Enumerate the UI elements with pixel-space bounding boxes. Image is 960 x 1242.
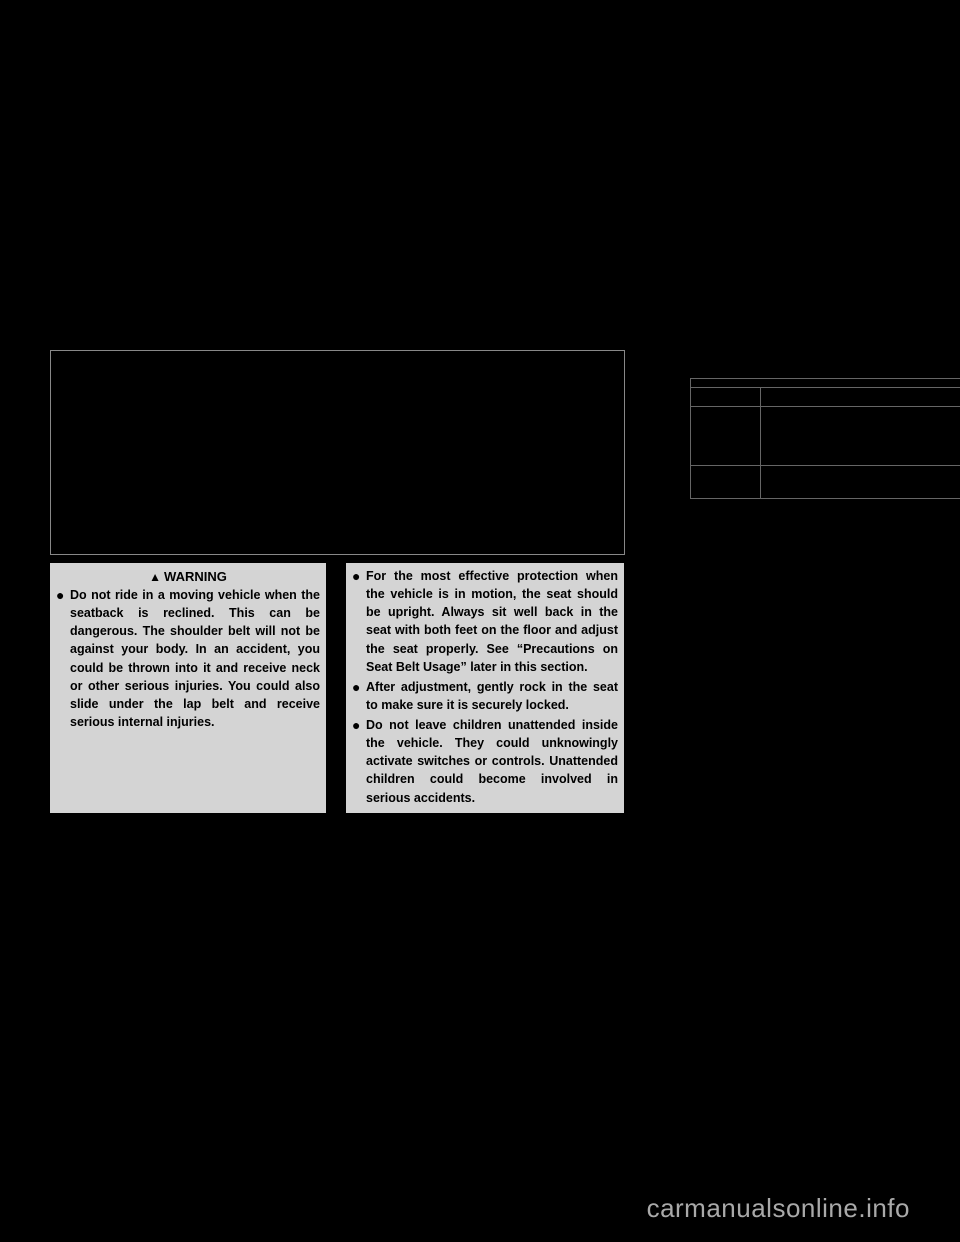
- watermark: carmanualsonline.info: [647, 1193, 910, 1224]
- warning-box-right: ● For the most effective protection when…: [346, 563, 624, 813]
- bullet-icon: ●: [56, 586, 70, 731]
- warning-text: For the most effective protection when t…: [366, 567, 618, 676]
- warning-text: Do not leave children unattended inside …: [366, 716, 618, 807]
- warning-text: After adjustment, gently rock in the sea…: [366, 678, 618, 714]
- warning-icon: ▲: [149, 570, 161, 584]
- warning-header: ▲ WARNING: [56, 567, 320, 586]
- warning-columns: ▲ WARNING ● Do not ride in a moving vehi…: [50, 563, 625, 813]
- bullet-icon: ●: [352, 678, 366, 714]
- figure-placeholder: [50, 350, 625, 555]
- table-cell: [761, 466, 960, 498]
- bullet-icon: ●: [352, 716, 366, 807]
- warning-item: ● Do not leave children unattended insid…: [352, 716, 618, 807]
- warning-box-left: ▲ WARNING ● Do not ride in a moving vehi…: [50, 563, 326, 813]
- right-table: [690, 378, 960, 499]
- table-row: [690, 407, 960, 466]
- warning-item: ● After adjustment, gently rock in the s…: [352, 678, 618, 714]
- warning-title: WARNING: [164, 569, 227, 584]
- table-cell: [691, 407, 761, 465]
- table-cell: [761, 407, 960, 465]
- warning-item: ● For the most effective protection when…: [352, 567, 618, 676]
- page-content: ▲ WARNING ● Do not ride in a moving vehi…: [50, 350, 910, 813]
- warning-item: ● Do not ride in a moving vehicle when t…: [56, 586, 320, 731]
- bullet-icon: ●: [352, 567, 366, 676]
- table-row: [690, 388, 960, 407]
- table-header-row: [690, 378, 960, 388]
- table-row: [690, 466, 960, 499]
- table-cell: [761, 388, 960, 406]
- warning-text: Do not ride in a moving vehicle when the…: [70, 586, 320, 731]
- table-cell: [691, 466, 761, 498]
- table-cell: [691, 388, 761, 406]
